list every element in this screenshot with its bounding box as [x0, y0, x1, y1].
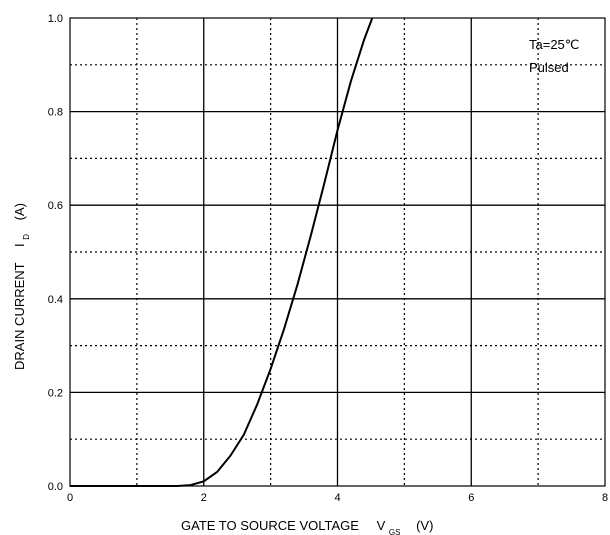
- y-axis-symbol: I: [12, 243, 27, 247]
- x-axis-label: GATE TO SOURCE VOLTAGE: [181, 518, 359, 533]
- x-tick-label: 6: [468, 492, 474, 504]
- y-axis-label: DRAIN CURRENT: [12, 262, 27, 370]
- minor-gridlines: [70, 18, 605, 486]
- temperature-annotation: Ta=25℃: [529, 37, 579, 52]
- x-tick-labels: 0 2 4 6 8: [67, 492, 608, 504]
- pulsed-annotation: Pulsed: [529, 60, 569, 75]
- y-axis-title: DRAIN CURRENT I D (A): [12, 203, 32, 370]
- plot-frame: [69, 17, 606, 487]
- y-tick-label: 0.2: [48, 387, 63, 399]
- x-axis-unit: (V): [416, 518, 433, 533]
- x-axis-subscript: GS: [389, 528, 401, 535]
- x-axis-title: GATE TO SOURCE VOLTAGE V GS (V): [181, 518, 433, 535]
- x-axis-symbol: V: [377, 518, 386, 533]
- major-gridlines: [70, 18, 605, 486]
- x-tick-label: 8: [602, 492, 608, 504]
- x-tick-label: 4: [334, 492, 340, 504]
- y-tick-label: 0.0: [48, 481, 63, 493]
- y-axis-unit: (A): [12, 203, 27, 220]
- y-tick-label: 0.8: [48, 107, 63, 119]
- drain-current-curve: [70, 17, 374, 487]
- y-tick-label: 0.4: [48, 294, 63, 306]
- x-tick-label: 2: [201, 492, 207, 504]
- x-tick-label: 0: [67, 492, 73, 504]
- y-tick-label: 1.0: [48, 13, 63, 25]
- y-tick-label: 0.6: [48, 200, 63, 212]
- y-axis-subscript: D: [22, 234, 31, 240]
- y-tick-labels: 0.0 0.2 0.4 0.6 0.8 1.0: [48, 13, 63, 493]
